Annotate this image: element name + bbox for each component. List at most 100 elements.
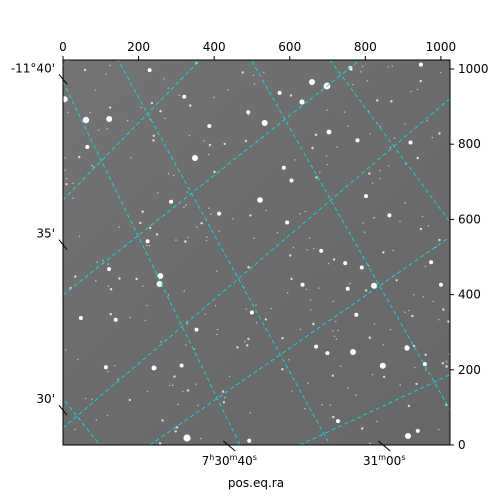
star (95, 418, 98, 421)
star (64, 157, 66, 159)
ra-tick-mark (377, 440, 391, 452)
star (65, 183, 68, 186)
star (246, 110, 251, 115)
star (171, 384, 174, 386)
star (355, 394, 357, 396)
y-tick-label: 800 (458, 137, 481, 151)
star (205, 239, 208, 242)
grid-line (117, 60, 331, 445)
star (363, 231, 366, 233)
star (307, 382, 309, 384)
dec-tick-label: 35' (36, 227, 55, 241)
right-pixel-axis: 0 200 400 600 800 1000 (450, 62, 489, 452)
star (249, 310, 254, 315)
star (200, 222, 203, 225)
star (306, 249, 309, 251)
grid-line (250, 60, 450, 411)
star (167, 294, 170, 296)
star (244, 340, 246, 343)
ra-tick-label: 7h30m40s (202, 453, 257, 468)
star (331, 374, 334, 377)
star (96, 261, 99, 263)
star (263, 71, 265, 74)
top-pixel-axis: 0 200 400 600 800 1000 (59, 40, 456, 60)
star (118, 277, 121, 280)
star (74, 275, 77, 278)
star (371, 282, 377, 289)
star (424, 369, 427, 371)
star (407, 404, 411, 408)
star (329, 404, 332, 406)
star (199, 437, 202, 440)
star (387, 165, 390, 167)
star (164, 117, 166, 120)
star (65, 177, 68, 180)
star (94, 89, 97, 91)
star (83, 68, 87, 72)
star (130, 156, 132, 159)
star (326, 163, 329, 166)
star (185, 344, 187, 346)
star (74, 428, 76, 431)
star (333, 335, 336, 338)
star (146, 304, 148, 307)
star (314, 344, 319, 349)
y-tick-label: 1000 (458, 62, 489, 76)
star (314, 133, 318, 136)
star (160, 341, 162, 343)
star (64, 169, 66, 171)
star (92, 165, 95, 168)
star (361, 65, 364, 68)
star (107, 285, 110, 287)
star (408, 140, 413, 145)
star (78, 155, 81, 159)
star (108, 106, 112, 109)
star (135, 277, 138, 281)
star (292, 246, 295, 249)
star (156, 281, 163, 287)
star (286, 291, 289, 294)
star (177, 403, 179, 406)
star (360, 71, 362, 73)
star (216, 328, 219, 331)
star (379, 177, 381, 180)
star (347, 125, 349, 128)
star (410, 90, 413, 93)
star (313, 247, 315, 250)
star (339, 365, 342, 368)
star (393, 137, 396, 139)
star (113, 317, 118, 322)
star (255, 322, 258, 324)
coordinate-grid (63, 60, 450, 445)
star (216, 270, 218, 272)
bright-star (183, 434, 191, 442)
star (247, 114, 250, 116)
star (194, 327, 199, 332)
star (343, 111, 346, 113)
star (337, 329, 339, 332)
star (361, 427, 364, 430)
star (424, 265, 427, 268)
star (270, 307, 273, 310)
star (247, 337, 250, 341)
star (78, 235, 81, 238)
star (404, 123, 406, 125)
star (289, 178, 294, 183)
star (362, 222, 365, 224)
star (247, 266, 250, 269)
star (146, 244, 148, 247)
star (140, 106, 142, 109)
star (152, 139, 155, 142)
star (102, 259, 104, 262)
star (106, 116, 113, 122)
star (109, 64, 111, 67)
star (308, 237, 311, 239)
star (148, 245, 151, 247)
y-tick-label: 600 (458, 212, 481, 226)
star (437, 428, 440, 431)
star (184, 240, 187, 243)
star (277, 90, 282, 95)
star (438, 132, 441, 135)
star (412, 293, 415, 296)
star (382, 375, 386, 379)
